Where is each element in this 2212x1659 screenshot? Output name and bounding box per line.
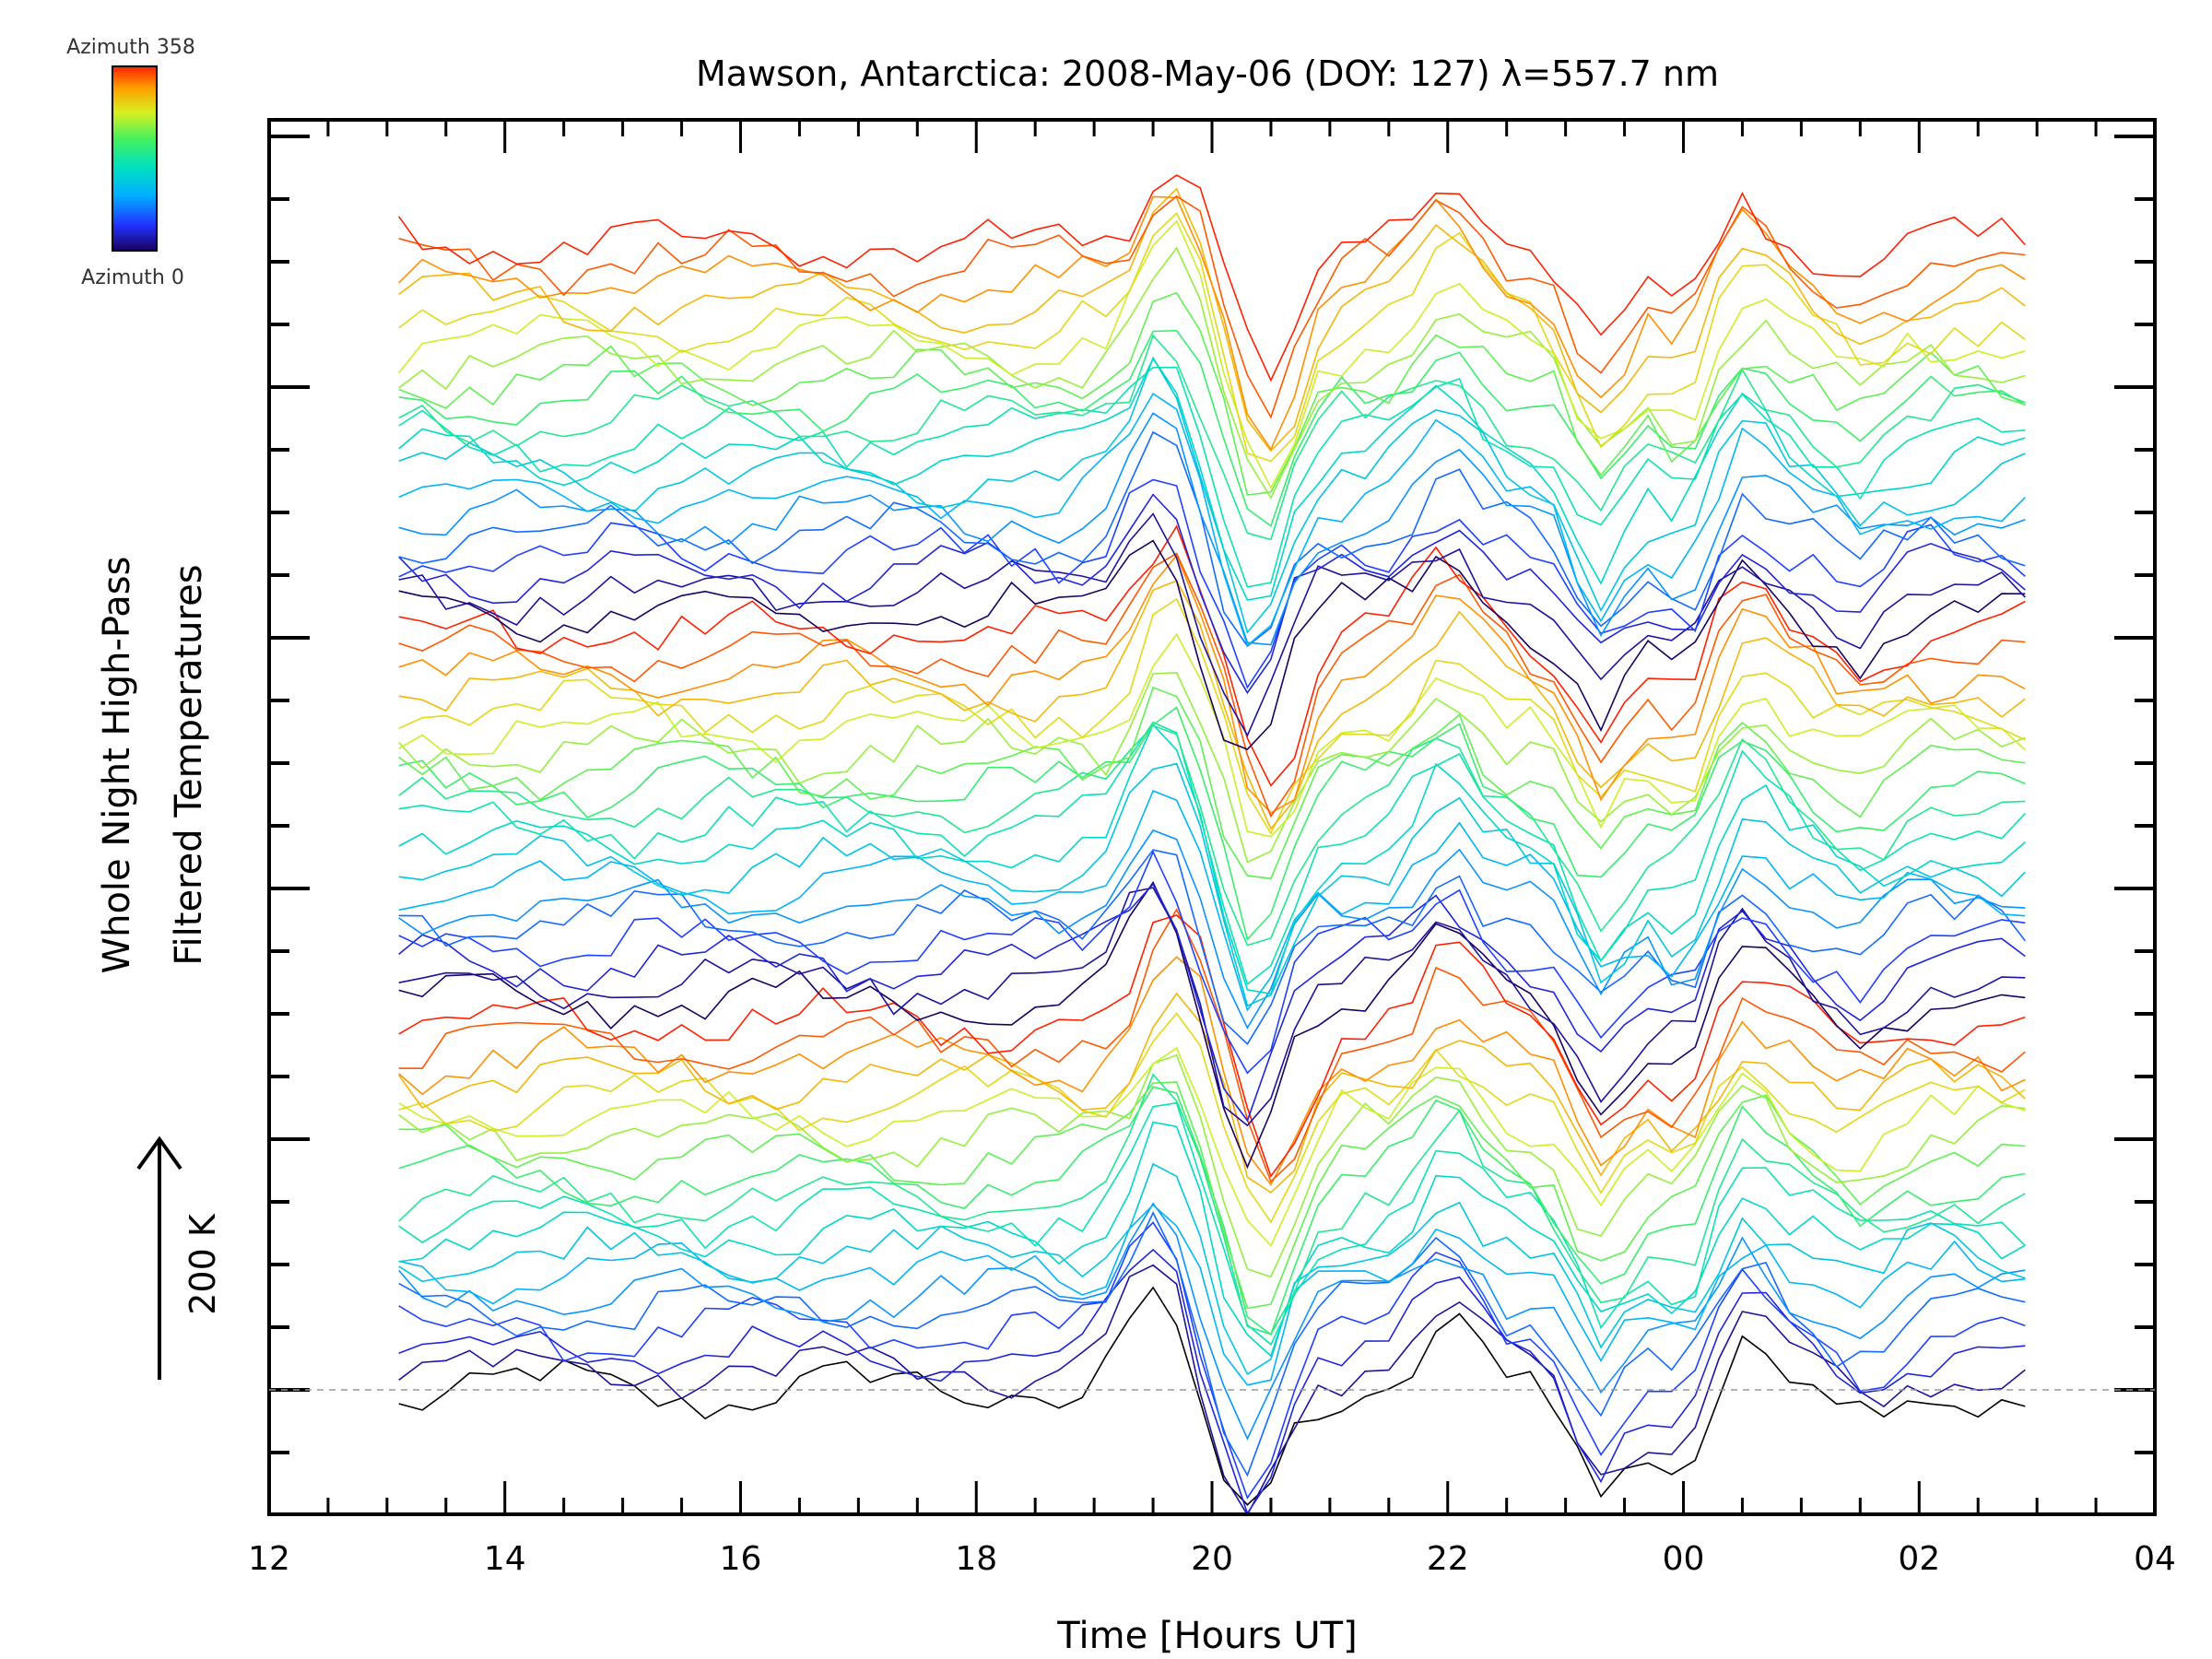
x-tick-label: 22 (1427, 1540, 1469, 1578)
azimuth-trace (398, 762, 2026, 1007)
azimuth-trace (398, 706, 2026, 941)
azimuth-trace (398, 291, 2026, 496)
azimuth-trace (398, 829, 2026, 1030)
axes-group: 12 14 16 18 20 22 00 02 04 (248, 118, 2176, 1578)
colorbar (112, 65, 158, 252)
azimuth-trace (398, 1081, 2026, 1310)
azimuth-trace (398, 539, 2026, 750)
azimuth-trace (398, 329, 2026, 527)
azimuth-trace (398, 1204, 2026, 1386)
y-axis-label-line2: Filtered Temperatures (168, 564, 210, 965)
azimuth-trace (398, 552, 2026, 818)
azimuth-trace (398, 880, 2026, 1170)
x-tick-label: 00 (1663, 1540, 1705, 1578)
chart-title: Mawson, Antarctica: 2008-May-06 (DOY: 12… (696, 53, 1719, 94)
azimuth-trace (398, 430, 2026, 648)
azimuth-trace (398, 1073, 2026, 1335)
azimuth-trace (398, 1012, 2026, 1224)
azimuth-trace (398, 721, 2026, 986)
azimuth-trace (398, 219, 2026, 490)
azimuth-trace (398, 1046, 2026, 1247)
azimuth-trace (398, 366, 2026, 588)
y-axis-label-line1: Whole Night High-Pass (96, 557, 138, 974)
azimuth-trace (398, 956, 2026, 1186)
colorbar-bottom-label: Azimuth 0 (81, 266, 184, 289)
x-tick-label: 18 (955, 1540, 997, 1578)
azimuth-trace (398, 246, 2026, 500)
azimuth-trace (398, 1202, 2026, 1441)
azimuth-trace (398, 412, 2026, 646)
azimuth-trace (398, 887, 2026, 1127)
azimuth-trace (398, 356, 2026, 634)
azimuth-trace (398, 724, 2026, 947)
azimuth-trace (398, 1162, 2026, 1376)
azimuth-trace (398, 1101, 2026, 1347)
scale-arrow (136, 1135, 182, 1380)
x-tick-label: 12 (248, 1540, 290, 1578)
azimuth-trace (398, 1286, 2026, 1506)
azimuth-trace (398, 195, 2026, 452)
azimuth-trace (398, 493, 2026, 695)
plot-frame (267, 118, 2157, 1516)
azimuth-trace (398, 789, 2026, 1012)
azimuth-trace (398, 850, 2026, 1075)
azimuth-trace (398, 1053, 2026, 1278)
azimuth-trace (398, 1121, 2026, 1358)
azimuth-trace (398, 212, 2026, 463)
azimuth-trace (398, 478, 2026, 689)
azimuth-trace (398, 392, 2026, 647)
azimuth-trace (398, 512, 2026, 737)
azimuth-trace (398, 632, 2026, 838)
azimuth-trace (398, 174, 2026, 382)
azimuth-trace (398, 882, 2026, 1123)
azimuth-trace (398, 597, 2026, 835)
x-tick-label: 16 (720, 1540, 762, 1578)
azimuth-trace (398, 1221, 2026, 1500)
azimuth-trace (398, 671, 2026, 864)
colorbar-top-label: Azimuth 358 (66, 36, 195, 59)
x-tick-label: 14 (484, 1540, 526, 1578)
azimuth-trace (398, 554, 2026, 815)
azimuth-trace (398, 1211, 2026, 1477)
azimuth-trace (398, 1248, 2026, 1515)
azimuth-trace (398, 357, 2026, 601)
x-axis-label: Time [Hours UT] (1056, 1615, 1357, 1657)
azimuth-trace (398, 334, 2026, 541)
x-tick-label: 20 (1191, 1540, 1233, 1578)
azimuth-trace (398, 908, 2026, 1183)
azimuth-trace (398, 686, 2026, 880)
traces-group (398, 174, 2026, 1517)
scale-label: 200 K (182, 1213, 223, 1315)
azimuth-trace (398, 1264, 2026, 1517)
x-tick-label: 02 (1898, 1540, 1940, 1578)
azimuth-trace (398, 723, 2026, 995)
azimuth-trace (398, 187, 2026, 453)
x-tick-label: 04 (2134, 1540, 2176, 1578)
